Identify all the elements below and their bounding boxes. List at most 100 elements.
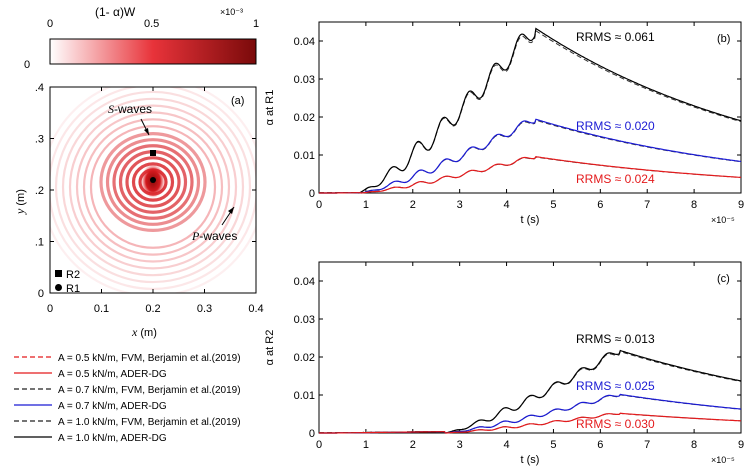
legend-entry-label: A = 0.5 kN/m, FVM, Berjamin et al.(2019) <box>58 353 241 364</box>
map-xtick-label: 0.1 <box>94 303 109 315</box>
chart-x-scale: ×10⁻⁵ <box>711 215 735 225</box>
ytick-label: 0.03 <box>294 314 315 326</box>
p-wave-ring <box>82 118 224 256</box>
s-waves-arrowhead <box>144 128 149 135</box>
map-xlabel: x (m) <box>131 325 157 339</box>
legend-r2-square <box>55 270 62 277</box>
series-line-fvm <box>319 29 742 194</box>
map-xtick-label: 0.2 <box>145 303 160 315</box>
chart-frame <box>318 261 742 434</box>
xtick-label: 2 <box>410 439 416 451</box>
map-xtick-label: 0.3 <box>197 303 212 315</box>
series-line-aderdg <box>319 156 742 194</box>
map-panel-label: (a) <box>231 95 244 107</box>
map-xtick-label: 0.4 <box>248 303 263 315</box>
legend-entry-label: A = 0.7 kN/m, ADER-DG <box>58 401 167 412</box>
xtick-label: 7 <box>644 199 650 211</box>
chart-xlabel: t (s) <box>521 454 540 466</box>
series-line-aderdg <box>319 118 742 194</box>
series-line-aderdg <box>319 412 741 434</box>
chart-x-scale: ×10⁻⁵ <box>711 455 735 465</box>
legend-r2-label: R2 <box>66 269 80 281</box>
xtick-label: 8 <box>691 199 697 211</box>
rrms-annotation: RRMS ≈ 0.025 <box>576 379 655 393</box>
series-line-aderdg <box>319 349 742 434</box>
chart-alpha-r1: 0 1 2 3 4 5 6 7 8 9 0 0.01 0.02 0.03 0.04 t (s) ×10⁻⁵ α a… <box>264 21 744 226</box>
xtick-label: 0 <box>316 439 322 451</box>
p-wave-ring <box>50 87 256 290</box>
s-waves-label: S-waves <box>108 102 152 116</box>
xtick-label: 5 <box>550 439 556 451</box>
s-wave-ring <box>99 132 207 232</box>
ytick-label: 0.04 <box>294 276 315 288</box>
legend-entry-label: A = 0.5 kN/m, ADER-DG <box>58 369 167 380</box>
chart-frame <box>318 21 742 194</box>
map-ytick-label: 0 <box>38 288 44 300</box>
legend-r1-dot <box>55 284 62 291</box>
chart-alpha-r2: 0 1 2 3 4 5 6 7 8 9 0 0.01 0.02 0.03 0.04 t (s) ×10⁻⁵ α a… <box>264 261 744 466</box>
colorbar-title: (1- α)W <box>95 5 136 19</box>
p-wave-ring <box>54 90 252 284</box>
s-waves-var: S <box>108 102 114 116</box>
series-line-fvm <box>319 394 742 434</box>
map-panel: 0 0.1 0.2 0.3 0.4.4.3.2.10 (a) S-waves P-wav… <box>13 82 264 339</box>
series-line-aderdg <box>319 27 742 194</box>
xtick-label: 5 <box>550 199 556 211</box>
colorbar-gradient <box>49 38 257 65</box>
xtick-label: 4 <box>503 199 509 211</box>
ytick-label: 0.02 <box>294 112 315 124</box>
rrms-annotation: RRMS ≈ 0.024 <box>576 172 655 186</box>
map-xlabel-unit: (m) <box>137 327 157 339</box>
series-line-aderdg <box>319 393 742 434</box>
rrms-annotation: RRMS ≈ 0.020 <box>576 119 655 133</box>
chart-ylabel: α at R1 <box>264 90 276 126</box>
p-wave-ring <box>89 125 217 249</box>
colorbar-tick-mid: 0.5 <box>144 18 159 30</box>
xtick-label: 9 <box>738 439 744 451</box>
chart-panel-label: (b) <box>717 33 730 45</box>
map-ylabel-unit: (m) <box>15 189 27 209</box>
p-waves-arrowhead <box>228 207 234 214</box>
xtick-label: 7 <box>644 439 650 451</box>
p-wave-ring <box>61 97 245 277</box>
chart-ylabel: α at R2 <box>264 330 276 366</box>
xtick-label: 9 <box>738 199 744 211</box>
xtick-label: 2 <box>410 199 416 211</box>
legend-entry-label: A = 1.0 kN/m, ADER-DG <box>58 433 167 444</box>
p-waves-label: P-waves <box>191 229 237 243</box>
map-ytick-label: .1 <box>35 237 44 249</box>
p-wave-ring <box>68 104 238 270</box>
map-ylabel-var: y <box>13 208 27 215</box>
ytick-label: 0.03 <box>294 74 315 86</box>
chart-panel-label: (c) <box>717 273 730 285</box>
s-wave-ring <box>112 144 194 220</box>
wavefield <box>50 87 256 293</box>
p-waves-rest: -waves <box>199 229 237 243</box>
colorbar: (1- α)W ×10⁻³ 0 0.5 1 0 <box>24 5 259 71</box>
series-line-fvm <box>319 350 742 434</box>
map-ytick-label: .3 <box>35 134 44 146</box>
source-r2-marker <box>150 150 156 156</box>
xtick-label: 3 <box>457 439 463 451</box>
p-wave-ring <box>75 111 231 263</box>
s-waves-rest: -waves <box>114 102 152 116</box>
xtick-label: 6 <box>597 439 603 451</box>
s-wave-ring <box>105 138 201 226</box>
xtick-label: 0 <box>316 199 322 211</box>
chart-xlabel: t (s) <box>521 214 540 226</box>
p-waves-var: P <box>191 229 200 243</box>
xtick-label: 1 <box>363 439 369 451</box>
xtick-label: 8 <box>691 439 697 451</box>
map-ytick-label: .2 <box>35 185 44 197</box>
xtick-label: 6 <box>597 199 603 211</box>
ytick-label: 0.02 <box>294 352 315 364</box>
ytick-label: 0.04 <box>294 36 315 48</box>
rrms-annotation: RRMS ≈ 0.013 <box>576 332 655 346</box>
legend-entry-label: A = 1.0 kN/m, FVM, Berjamin et al.(2019) <box>58 417 241 428</box>
colorbar-tick-max: 1 <box>253 18 259 30</box>
source-r1-marker <box>150 177 156 183</box>
ytick-label: 0.01 <box>294 150 315 162</box>
map-ytick-label: .4 <box>35 82 44 94</box>
series-line-fvm <box>319 156 742 194</box>
